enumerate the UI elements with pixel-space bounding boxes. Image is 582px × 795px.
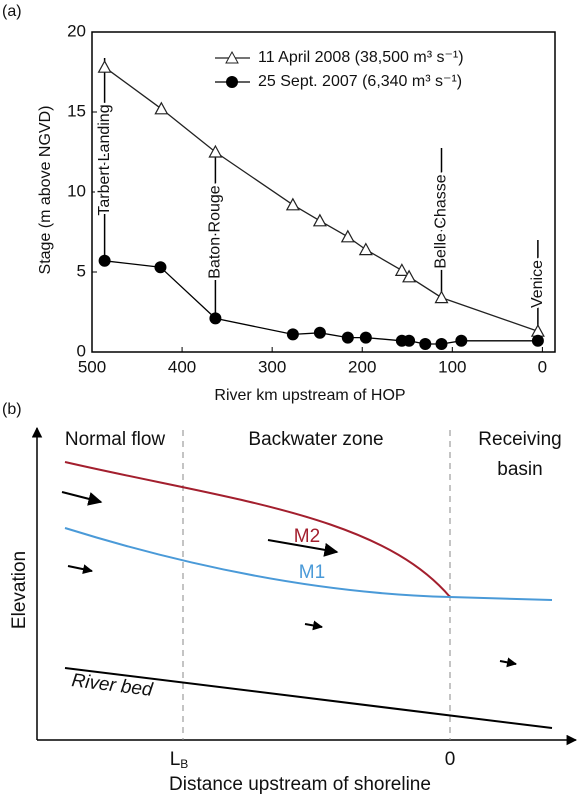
- point: [209, 312, 222, 325]
- panel-b: (b) Normal flow Backwater zone Receiving…: [2, 401, 578, 795]
- x-axis-label: River km upstream of HOP: [214, 387, 405, 404]
- flow-arrow: [304, 620, 323, 631]
- point: [154, 101, 169, 115]
- point: [312, 213, 327, 227]
- point: [340, 229, 355, 243]
- point: [403, 334, 416, 347]
- panel-label: (b): [2, 401, 22, 418]
- point: [98, 254, 111, 267]
- point: [394, 263, 409, 276]
- point: [313, 326, 326, 339]
- y-tick-label: 0: [77, 341, 86, 360]
- point: [435, 338, 448, 350]
- zone-label: Receiving: [478, 429, 561, 450]
- point: [402, 269, 417, 283]
- x-tick-label: 500: [78, 357, 106, 376]
- flow-arrow: [61, 491, 103, 506]
- annotation: Venice: [529, 260, 546, 308]
- zone-label: Normal flow: [65, 429, 166, 450]
- x-tick-label: 400: [168, 357, 196, 376]
- x-tick-label: 100: [438, 357, 466, 376]
- legend-marker: [225, 50, 239, 64]
- curve-label: M1: [299, 562, 325, 583]
- legend-marker: [226, 76, 238, 88]
- annotation: Belle Chasse: [433, 174, 450, 268]
- panel-label: (a): [2, 3, 22, 20]
- panel-a: (a) River km upstream of HOP Stage (m ab…: [2, 3, 556, 404]
- y-tick-label: 15: [67, 101, 86, 120]
- legend-label: 11 April 2008 (38,500 m³ s⁻¹): [258, 49, 464, 66]
- flow-arrow: [499, 657, 517, 668]
- tick-label-main: L: [170, 749, 181, 770]
- flow-arrow: [67, 564, 93, 575]
- flow-arrow: [267, 539, 339, 557]
- x-tick-label: 0: [538, 357, 547, 376]
- point: [530, 323, 545, 337]
- point: [434, 290, 449, 304]
- m1-curve: [64, 527, 553, 601]
- x-axis-label: Distance upstream of shoreline: [169, 774, 431, 795]
- point: [286, 328, 299, 341]
- zone-label: Backwater zone: [248, 429, 383, 450]
- y-tick-label: 10: [67, 181, 86, 200]
- point: [531, 334, 544, 347]
- point: [154, 261, 167, 274]
- tick-label-sub: B: [180, 757, 188, 771]
- point: [97, 59, 112, 73]
- y-tick-label: 5: [77, 261, 86, 280]
- x-tick-label: 300: [258, 357, 286, 376]
- y-axis-label: Elevation: [9, 551, 30, 629]
- point: [455, 334, 468, 347]
- legend-label: 25 Sept. 2007 (6,340 m³ s⁻¹): [258, 73, 462, 90]
- point: [341, 331, 354, 344]
- annotation: Baton Rouge: [207, 185, 224, 279]
- point: [358, 242, 373, 256]
- point: [359, 331, 372, 344]
- y-tick-label: 20: [67, 21, 86, 40]
- point: [208, 144, 223, 158]
- y-axis-label: Stage (m above NGVD): [37, 106, 54, 275]
- series-line: [104, 66, 539, 332]
- point: [419, 338, 432, 350]
- river-bed: [64, 667, 553, 729]
- point: [285, 197, 300, 211]
- m2-curve: [64, 461, 451, 598]
- annotation: Tarbert Landing: [96, 104, 113, 215]
- tick-label: LB: [170, 749, 189, 771]
- x-tick-label: 200: [348, 357, 376, 376]
- zone-label: basin: [497, 459, 542, 480]
- curve-label: M2: [294, 526, 320, 547]
- curve-label: River bed: [70, 670, 155, 701]
- tick-label: 0: [445, 749, 456, 770]
